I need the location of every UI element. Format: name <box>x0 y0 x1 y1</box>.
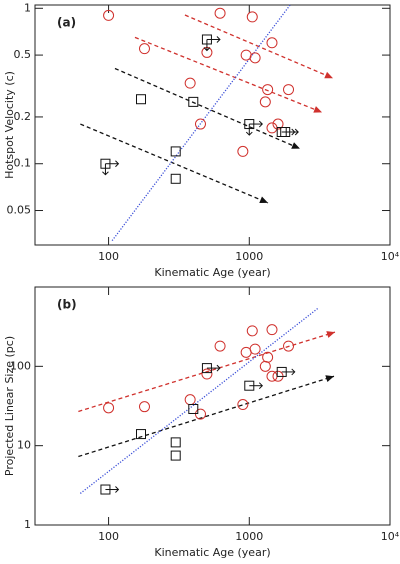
point <box>246 11 258 23</box>
panel: 100 1000 10⁴ 1 10 100 Kinematic Age (year) Proj… <box>3 286 400 559</box>
limit-arrow <box>258 120 263 128</box>
point <box>214 340 226 352</box>
x-tick-label: 1000 <box>235 250 263 263</box>
x-tick-label: 100 <box>98 530 119 543</box>
y-axis-label: Projected Linear Size (pc) <box>3 336 16 476</box>
point <box>194 408 206 420</box>
fit-line <box>79 307 319 494</box>
y-tick-label: 0.05 <box>7 204 32 217</box>
limit-arrow <box>245 131 253 136</box>
x-tick-label: 10⁴ <box>381 250 400 263</box>
panel-label: (b) <box>57 298 77 312</box>
point <box>272 118 284 130</box>
fit-line <box>114 67 301 150</box>
fit-line <box>78 375 335 458</box>
fit-line <box>134 36 323 113</box>
arrow-head <box>324 71 334 79</box>
limit-arrow <box>216 364 221 372</box>
x-tick-label: 100 <box>98 250 119 263</box>
x-axis-label: Kinematic Age (year) <box>154 546 270 559</box>
limit-arrow <box>203 47 211 52</box>
point <box>188 403 199 414</box>
point <box>249 52 261 64</box>
arrow-head <box>325 375 335 382</box>
point <box>170 146 181 157</box>
point <box>266 37 278 49</box>
limit-arrow <box>102 171 109 176</box>
point <box>237 399 249 411</box>
point <box>214 7 226 19</box>
y-tick-label: 10 <box>17 439 31 452</box>
point <box>138 43 150 55</box>
y-tick-label: 100 <box>10 359 31 372</box>
arrow-head <box>313 106 323 113</box>
point <box>259 360 271 372</box>
fit-line <box>111 4 291 242</box>
point <box>184 394 196 406</box>
limit-arrow <box>115 160 120 168</box>
point <box>103 402 115 414</box>
point <box>170 450 181 461</box>
limit-arrow <box>294 128 299 136</box>
fit-line <box>184 14 334 79</box>
point <box>170 173 181 184</box>
limit-arrow <box>115 486 120 493</box>
point <box>194 118 206 130</box>
limit-arrow <box>291 368 296 376</box>
plot-frame <box>34 4 391 246</box>
x-tick-label: 10⁴ <box>381 530 400 543</box>
point <box>184 77 196 89</box>
point <box>240 49 252 61</box>
point <box>262 351 274 363</box>
limit-arrow <box>258 382 263 390</box>
point <box>266 324 278 336</box>
point <box>283 340 295 352</box>
y-tick-label: 0.1 <box>14 157 32 170</box>
x-axis-label: Kinematic Age (year) <box>154 266 270 279</box>
panel-label: (a) <box>57 16 76 30</box>
y-tick-label: 1 <box>24 518 31 531</box>
point <box>138 401 150 413</box>
point <box>266 370 278 382</box>
y-axis-label: Hotspot Velocity (c) <box>3 71 16 179</box>
point <box>259 96 271 108</box>
point <box>201 368 213 380</box>
y-tick-label: 0.5 <box>14 48 32 61</box>
point <box>103 9 115 21</box>
arrow-head <box>259 196 268 203</box>
y-tick-label: 0.2 <box>14 110 32 123</box>
plot-frame <box>34 286 391 526</box>
point <box>237 145 249 157</box>
panel: 100 1000 10⁴ 0.05 0.1 0.2 0.5 1 Kinematic Age (y… <box>3 1 400 279</box>
y-tick-label: 1 <box>24 1 31 14</box>
point <box>136 94 147 105</box>
point <box>249 343 261 355</box>
point <box>246 325 258 337</box>
limit-arrow <box>216 36 221 43</box>
point <box>136 429 147 440</box>
x-tick-label: 1000 <box>235 530 263 543</box>
point <box>188 96 199 107</box>
point <box>170 437 181 448</box>
arrow-head <box>326 331 335 338</box>
fit-line <box>80 123 269 204</box>
point <box>262 84 274 96</box>
arrow-head <box>291 142 300 149</box>
fit-line <box>78 331 336 413</box>
point <box>283 84 295 96</box>
